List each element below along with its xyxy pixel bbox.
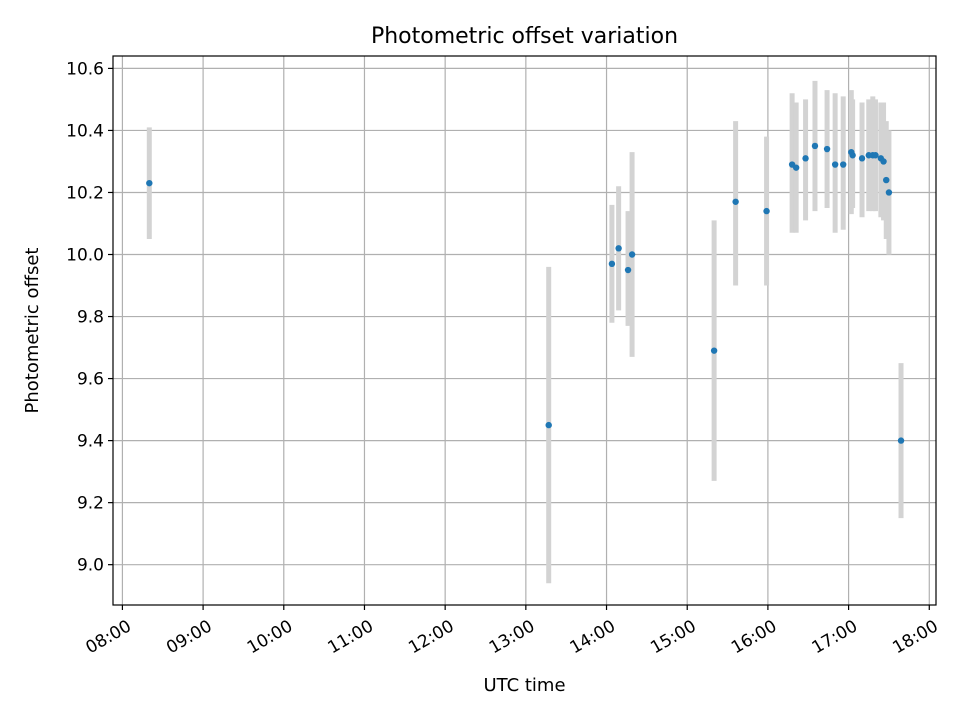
data-point [858,155,866,162]
y-tick-label: 9.0 [77,556,104,576]
x-tick-label: 09:00 [163,616,215,658]
y-axis-title: Photometric offset [22,248,43,414]
data-point [880,158,887,165]
y-tick-label: 9.2 [77,494,104,514]
x-axis: 08:00 09:00 10:00 11:00 12:00 13:00 14:00 15:00… [82,605,942,658]
x-tick-label: 16:00 [728,616,780,658]
x-tick-label: 11:00 [325,616,377,658]
data-point [802,155,809,162]
data-point [883,176,890,184]
y-tick-label: 9.4 [77,432,104,452]
data-point [792,164,800,171]
data-point [628,251,636,258]
x-tick-label: 18:00 [889,616,941,658]
x-tick-label: 13:00 [486,616,538,658]
x-tick-label: 10:00 [244,616,296,658]
y-axis: 9.0 9.2 9.4 9.6 9.8 10.0 10.2 10.4 10.6 [66,59,113,576]
data-point [897,437,905,444]
x-tick-label: 17:00 [809,616,861,658]
data-point [732,198,739,205]
y-tick-label: 9.8 [77,308,104,328]
data-point [811,142,819,150]
data-point [885,189,893,196]
y-tick-label: 10.6 [66,59,104,79]
plot-frame [112,55,937,606]
x-tick-label: 08:00 [82,616,134,658]
data-point [763,207,770,215]
data-point [823,145,831,153]
x-tick-label: 14:00 [567,616,619,658]
y-tick-label: 10.4 [66,121,104,141]
x-axis-title: UTC time [483,675,565,696]
y-tick-label: 10.2 [66,183,104,203]
x-tick-label: 12:00 [405,616,457,658]
grid [113,56,936,605]
data-markers [146,142,905,444]
data-point [849,152,856,159]
error-bars [146,80,904,584]
data-point [146,179,153,187]
data-point [831,161,839,168]
data-point [608,260,616,268]
y-tick-label: 9.6 [77,370,104,390]
data-point [624,266,632,274]
data-point [872,152,879,159]
data-point [545,421,552,429]
data-point [615,245,622,252]
chart-title: Photometric offset variation [371,24,678,49]
data-point [710,347,718,354]
data-point [840,161,847,168]
x-tick-label: 15:00 [647,616,699,658]
y-tick-label: 10.0 [66,246,104,266]
